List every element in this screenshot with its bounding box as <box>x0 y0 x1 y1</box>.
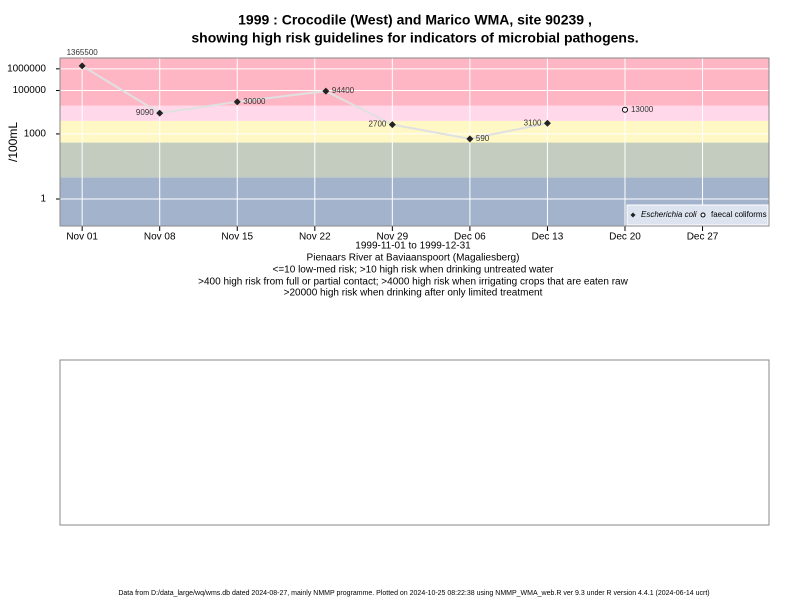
point <box>156 109 164 117</box>
x-tick-label: Nov 22 <box>299 232 331 243</box>
data-label: 3100 <box>524 118 542 127</box>
data-label: 2700 <box>369 120 387 129</box>
x-tick-label: Dec 27 <box>687 232 719 243</box>
point <box>466 135 474 143</box>
chart-subtitle: showing high risk guidelines for indicat… <box>191 30 638 46</box>
risk-band <box>60 58 769 106</box>
x-tick-label: Dec 06 <box>454 232 486 243</box>
point <box>78 62 86 70</box>
risk-band <box>60 120 769 143</box>
x-tick-label: Nov 15 <box>221 232 253 243</box>
point <box>322 87 330 95</box>
data-label: 30000 <box>243 97 266 106</box>
data-label: 13000 <box>631 105 654 114</box>
x-tick-label: Nov 08 <box>144 232 176 243</box>
point <box>621 106 628 113</box>
risk-band <box>60 142 769 178</box>
y-tick-label: 1000000 <box>7 63 46 74</box>
x-tick-label: Dec 13 <box>532 232 564 243</box>
x-tick-label: Dec 20 <box>609 232 641 243</box>
data-label: 1365500 <box>67 48 99 57</box>
y-tick-label: 1 <box>40 194 46 205</box>
plot-frame <box>59 57 770 227</box>
point <box>543 119 551 127</box>
data-label: 590 <box>476 134 490 143</box>
chart-title: 1999 : Crocodile (West) and Marico WMA, … <box>238 12 592 28</box>
y-tick-label: 100000 <box>13 85 47 96</box>
footer: Data from D:/data_large/wq/wms.db dated … <box>118 590 709 597</box>
data-label: 94400 <box>332 86 355 95</box>
note: >400 high risk from full or partial cont… <box>198 277 628 288</box>
point <box>233 98 241 106</box>
note: Pienaars River at Baviaanspoort (Magalie… <box>307 253 520 264</box>
x-tick-label: Nov 29 <box>377 232 409 243</box>
legend-marker <box>630 212 636 218</box>
x-tick-label: Nov 01 <box>66 232 98 243</box>
risk-band <box>60 105 769 121</box>
point <box>388 121 396 129</box>
legend-marker <box>700 212 706 218</box>
y-axis-label: /100mL <box>6 122 20 162</box>
note: <=10 low-med risk; >10 high risk when dr… <box>273 265 555 276</box>
legend-label: faecal coliforms <box>711 210 767 219</box>
legend-box <box>626 204 769 226</box>
legend-label: Escherichia coli <box>641 210 697 219</box>
data-label: 9090 <box>136 108 154 117</box>
y-tick-label: 1000 <box>24 129 47 140</box>
empty-panel <box>59 359 770 526</box>
x-axis-label: 1999-11-01 to 1999-12-31 <box>355 241 471 252</box>
note: >20000 high risk when drinking after onl… <box>284 288 543 299</box>
